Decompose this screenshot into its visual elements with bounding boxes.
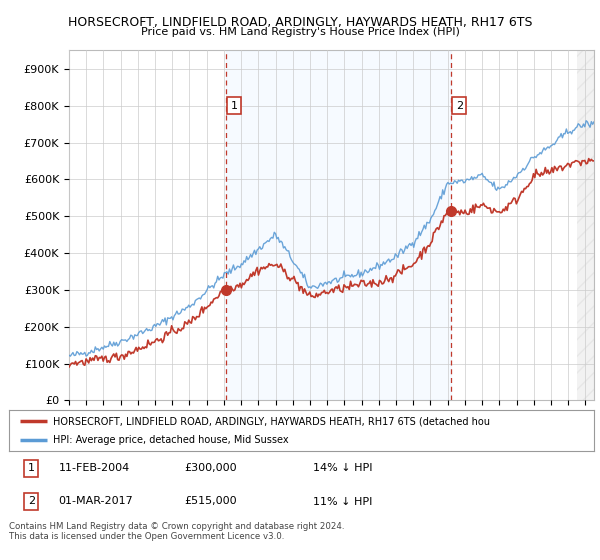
Text: 11-FEB-2004: 11-FEB-2004 bbox=[59, 464, 130, 473]
Text: 11% ↓ HPI: 11% ↓ HPI bbox=[313, 497, 373, 506]
Text: Contains HM Land Registry data © Crown copyright and database right 2024.
This d: Contains HM Land Registry data © Crown c… bbox=[9, 522, 344, 542]
Text: HPI: Average price, detached house, Mid Sussex: HPI: Average price, detached house, Mid … bbox=[53, 435, 289, 445]
Text: HORSECROFT, LINDFIELD ROAD, ARDINGLY, HAYWARDS HEATH, RH17 6TS: HORSECROFT, LINDFIELD ROAD, ARDINGLY, HA… bbox=[68, 16, 532, 29]
Text: 2: 2 bbox=[456, 101, 463, 111]
Text: 1: 1 bbox=[231, 101, 238, 111]
Text: 1: 1 bbox=[28, 464, 35, 473]
Text: £515,000: £515,000 bbox=[185, 497, 237, 506]
Text: 01-MAR-2017: 01-MAR-2017 bbox=[59, 497, 133, 506]
Text: Price paid vs. HM Land Registry's House Price Index (HPI): Price paid vs. HM Land Registry's House … bbox=[140, 27, 460, 37]
Bar bbox=[226, 50, 451, 400]
Text: £300,000: £300,000 bbox=[185, 464, 237, 473]
Bar bbox=[577, 50, 594, 400]
Text: 14% ↓ HPI: 14% ↓ HPI bbox=[313, 464, 373, 473]
Text: HORSECROFT, LINDFIELD ROAD, ARDINGLY, HAYWARDS HEATH, RH17 6TS (detached hou: HORSECROFT, LINDFIELD ROAD, ARDINGLY, HA… bbox=[53, 417, 490, 426]
Text: 2: 2 bbox=[28, 497, 35, 506]
